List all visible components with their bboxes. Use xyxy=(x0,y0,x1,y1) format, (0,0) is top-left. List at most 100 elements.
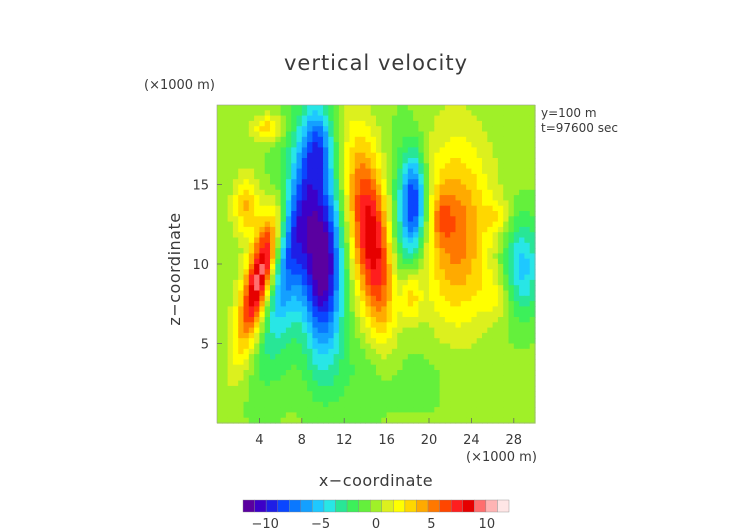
heatmap-cell xyxy=(259,242,266,249)
heatmap-cell xyxy=(503,401,510,408)
heatmap-cell xyxy=(222,131,229,138)
heatmap-cell xyxy=(386,264,393,270)
heatmap-cell xyxy=(238,205,245,212)
heatmap-cell xyxy=(423,200,430,207)
heatmap-cell xyxy=(317,200,324,207)
heatmap-cell xyxy=(248,115,255,122)
heatmap-cell xyxy=(280,216,287,223)
heatmap-cell xyxy=(317,348,324,355)
heatmap-cell xyxy=(285,221,292,228)
heatmap-cell xyxy=(259,269,266,276)
heatmap-cell xyxy=(423,380,430,387)
heatmap-cell xyxy=(439,311,446,318)
heatmap-cell xyxy=(413,232,419,239)
heatmap-cell xyxy=(407,195,414,201)
heatmap-cell xyxy=(487,110,494,117)
heatmap-cell xyxy=(349,295,356,302)
heatmap-cell xyxy=(450,142,457,148)
heatmap-cell xyxy=(519,152,525,159)
heatmap-cell xyxy=(476,242,483,249)
heatmap-cell xyxy=(338,152,345,159)
annotation-y: y=100 m xyxy=(541,106,597,120)
heatmap-cell xyxy=(264,189,271,196)
heatmap-cell xyxy=(423,306,430,313)
heatmap-cell xyxy=(429,216,435,223)
heatmap-cell xyxy=(232,168,239,175)
heatmap-cell xyxy=(280,338,287,345)
heatmap-cell xyxy=(434,115,441,122)
heatmap-cell xyxy=(487,375,494,382)
heatmap-cell xyxy=(471,317,478,323)
heatmap-cell xyxy=(365,179,372,186)
heatmap-cell xyxy=(471,221,478,228)
heatmap-cell xyxy=(338,407,345,413)
heatmap-cell xyxy=(434,232,441,239)
heatmap-cell xyxy=(259,142,266,148)
heatmap-cell xyxy=(259,295,266,302)
heatmap-cell xyxy=(508,216,515,223)
heatmap-cell xyxy=(429,242,435,249)
heatmap-cell xyxy=(434,258,441,265)
heatmap-cell xyxy=(429,189,435,196)
heatmap-cell xyxy=(429,295,435,302)
heatmap-cell xyxy=(285,295,292,302)
heatmap-cell xyxy=(429,311,435,318)
heatmap-cell xyxy=(482,163,488,170)
heatmap-cell xyxy=(248,226,255,233)
heatmap-cell xyxy=(397,242,404,249)
heatmap-cell xyxy=(248,152,255,159)
heatmap-cell xyxy=(402,264,409,270)
heatmap-cell xyxy=(391,126,398,133)
heatmap-cell xyxy=(429,364,435,371)
heatmap-cell xyxy=(333,327,340,334)
heatmap-cell xyxy=(323,115,329,122)
heatmap-cell xyxy=(307,242,313,249)
heatmap-cell xyxy=(259,216,266,223)
heatmap-cell xyxy=(285,195,292,201)
heatmap-cell xyxy=(275,131,282,138)
heatmap-cell xyxy=(402,152,409,159)
heatmap-cell xyxy=(333,184,340,191)
heatmap-cell xyxy=(370,131,377,138)
heatmap-cell xyxy=(450,152,457,159)
heatmap-cell xyxy=(301,232,308,239)
heatmap-cell xyxy=(423,163,430,170)
heatmap-cell xyxy=(471,332,478,339)
heatmap-cell xyxy=(529,401,536,408)
heatmap-cell xyxy=(450,338,457,345)
heatmap-cell xyxy=(301,285,308,292)
heatmap-cell xyxy=(497,417,504,424)
heatmap-cell xyxy=(439,195,446,201)
heatmap-cell xyxy=(492,216,499,223)
heatmap-cell xyxy=(529,158,536,164)
heatmap-cell xyxy=(232,205,239,212)
heatmap-cell xyxy=(344,221,351,228)
heatmap-cell xyxy=(402,232,409,239)
heatmap-cell xyxy=(397,163,404,170)
heatmap-cell xyxy=(476,136,483,143)
heatmap-cell xyxy=(370,359,377,366)
heatmap-cell xyxy=(402,115,409,122)
heatmap-cell xyxy=(497,173,504,180)
heatmap-cell xyxy=(476,168,483,175)
heatmap-cell xyxy=(455,168,462,175)
heatmap-cell xyxy=(487,264,494,270)
heatmap-cell xyxy=(402,380,409,387)
heatmap-cell xyxy=(296,274,303,281)
heatmap-cell xyxy=(307,115,313,122)
heatmap-cell xyxy=(519,274,525,281)
heatmap-cell xyxy=(487,221,494,228)
heatmap-cell xyxy=(460,126,467,133)
heatmap-cell xyxy=(413,184,419,191)
heatmap-cell xyxy=(513,147,520,154)
heatmap-cell xyxy=(429,269,435,276)
heatmap-cell xyxy=(513,126,520,133)
heatmap-cell xyxy=(503,168,510,175)
heatmap-cell xyxy=(381,295,388,302)
heatmap-cell xyxy=(312,110,319,117)
heatmap-cell xyxy=(264,364,271,371)
heatmap-cell xyxy=(333,412,340,419)
heatmap-cell xyxy=(418,279,425,286)
heatmap-cell xyxy=(439,136,446,143)
heatmap-cell xyxy=(280,417,287,424)
